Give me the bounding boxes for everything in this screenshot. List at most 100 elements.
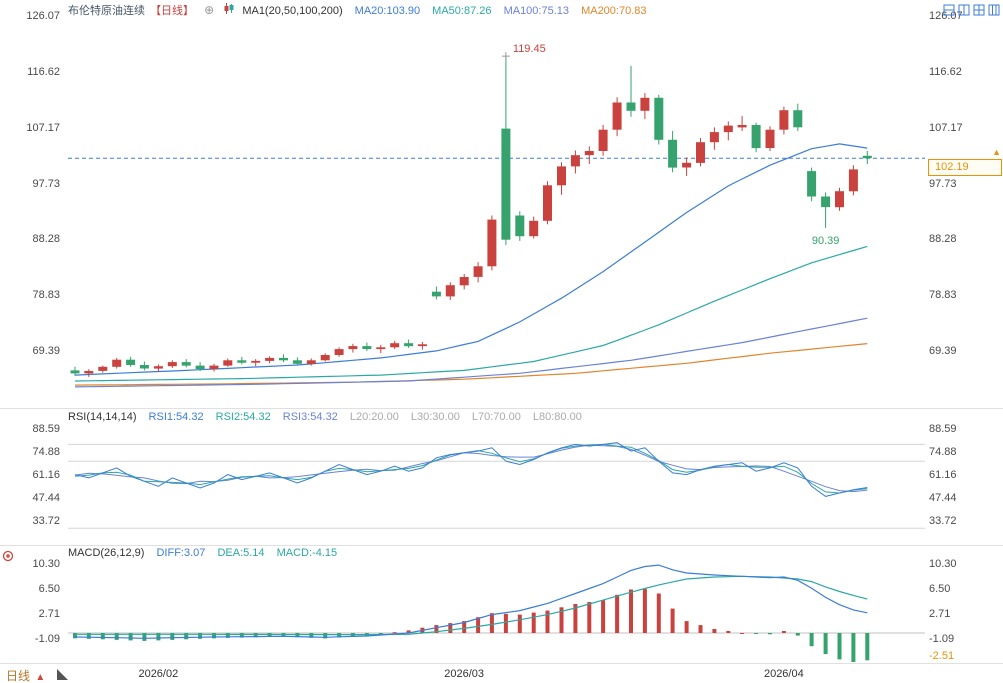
- latest-price-arrow[interactable]: ▲: [992, 147, 1001, 157]
- last-price-value: 102.19: [935, 161, 969, 173]
- rsi-indicator-label[interactable]: RSI(14,14,14): [68, 411, 137, 423]
- ma100-legend: MA100:75.13: [503, 5, 569, 17]
- candle-body: [612, 102, 622, 130]
- candle-body: [265, 357, 275, 361]
- candle-body: [793, 110, 803, 128]
- layout-multi-panel-icon[interactable]: [988, 3, 1000, 16]
- interval-label: 日线: [6, 669, 31, 683]
- candle-body: [223, 360, 233, 366]
- symbol-title[interactable]: 布伦特原油连续: [68, 5, 145, 17]
- layout-toolbar: [943, 3, 1000, 16]
- candle-body: [404, 343, 414, 347]
- candle-body: [195, 365, 205, 370]
- macd-histogram-bar: [573, 604, 578, 633]
- macd-axis-tick: 10.30: [929, 558, 957, 571]
- macd-axis-tick: 2.71: [38, 608, 60, 621]
- candle-body: [320, 355, 330, 361]
- macd-histogram-bar: [768, 633, 772, 635]
- ma20-legend: MA20:103.90: [354, 5, 421, 17]
- add-indicator-icon[interactable]: ⊕: [204, 3, 215, 17]
- price-axis-tick: 116.62: [929, 65, 962, 78]
- candle-body: [848, 169, 858, 192]
- candle-body: [598, 129, 608, 151]
- price-annotation: 119.45: [513, 43, 546, 55]
- macd-histogram-bar: [73, 633, 77, 639]
- candle-body: [306, 360, 316, 364]
- diff-legend: DIFF:3.07: [156, 547, 206, 559]
- rsi-axis-tick: 88.59: [32, 423, 60, 435]
- rsi-axis-tick: 47.44: [32, 491, 60, 504]
- macd-axis-tick: 6.50: [929, 583, 951, 596]
- candle-body: [654, 97, 664, 140]
- macd-histogram-bar: [86, 633, 91, 639]
- macd-histogram-bar: [781, 631, 786, 633]
- candle-body: [445, 285, 455, 297]
- layout-multi-panel-icon-glyph: [988, 4, 1000, 16]
- macd-histogram-bar: [517, 614, 522, 633]
- macd-histogram-bar: [337, 633, 342, 638]
- rsi-l70-legend: L70:70.00: [471, 411, 521, 423]
- rsi1-legend: RSI1:54.32: [148, 411, 204, 423]
- macd-histogram-bar: [225, 633, 230, 638]
- month-label: 2026/03: [444, 668, 485, 680]
- rsi3-legend: RSI3:54.32: [282, 411, 338, 423]
- candle-body: [473, 266, 483, 277]
- candle-body: [84, 371, 94, 374]
- ma50-line: [74, 245, 868, 382]
- ma100-line: [74, 317, 868, 388]
- layout-grid-icon[interactable]: [973, 3, 985, 16]
- candle-body: [417, 344, 427, 347]
- candle-body: [626, 102, 636, 111]
- candlestick-style-icon[interactable]: [223, 3, 238, 17]
- layout-rows-icon[interactable]: [943, 3, 955, 16]
- macd-histogram-bar: [712, 629, 717, 633]
- candle-body: [348, 346, 358, 350]
- rsi-axis-tick: 33.72: [929, 515, 957, 527]
- last-price-tag[interactable]: 102.19: [928, 159, 1002, 176]
- layout-columns-icon[interactable]: [958, 3, 970, 16]
- macd-histogram-bar: [253, 633, 258, 638]
- macd-axis-tick: 6.50: [38, 583, 60, 596]
- macd-indicator-label[interactable]: MACD(26,12,9): [68, 547, 145, 559]
- candle-body: [487, 219, 497, 267]
- macd-histogram-bar: [656, 593, 661, 633]
- chart-scroll-handle[interactable]: [57, 669, 68, 680]
- macd-histogram-bar: [184, 633, 189, 640]
- macd-histogram-bar: [684, 621, 689, 633]
- candle-body: [709, 132, 719, 143]
- price-axis-tick: 69.39: [32, 345, 60, 358]
- candle-body: [153, 366, 163, 369]
- interval-selector[interactable]: 日线 ▲: [6, 667, 45, 683]
- ma20-line: [74, 143, 868, 376]
- rsi-l80-legend: L80:80.00: [532, 411, 582, 423]
- rsi1-line: [74, 442, 868, 497]
- macd-histogram-bar: [476, 617, 481, 633]
- rsi-axis-tick: 74.88: [32, 445, 60, 458]
- price-axis-tick: 126.07: [26, 10, 60, 22]
- candle-body: [292, 360, 302, 364]
- macd-histogram-bar: [489, 613, 494, 633]
- rsi-axis-tick: 61.16: [929, 468, 957, 481]
- ma200-legend: MA200:70.83: [581, 5, 647, 17]
- rsi-axis-tick: 88.59: [929, 423, 957, 435]
- candle-body: [279, 357, 288, 361]
- price-axis-tick: 78.83: [32, 289, 60, 302]
- candle-body: [584, 151, 594, 156]
- macd-axis-tick: 10.30: [32, 558, 60, 571]
- candle-body: [751, 125, 761, 149]
- macd-histogram-bar: [100, 633, 105, 640]
- macd-histogram-bar: [823, 633, 828, 655]
- candle-body: [167, 362, 177, 367]
- candle-body: [209, 365, 219, 370]
- macd-histogram-bar: [462, 621, 467, 633]
- macd-histogram-bar: [698, 625, 703, 633]
- indicator-settings-icon[interactable]: [2, 549, 14, 562]
- ma200-line: [74, 343, 868, 386]
- settings-glyph: [2, 550, 14, 562]
- macd-histogram-bar: [545, 610, 550, 633]
- macd-value-legend: MACD:-4.15: [276, 547, 338, 559]
- candle-body: [334, 349, 344, 355]
- price-axis-tick: 107.17: [929, 121, 963, 134]
- candle-body: [807, 171, 817, 197]
